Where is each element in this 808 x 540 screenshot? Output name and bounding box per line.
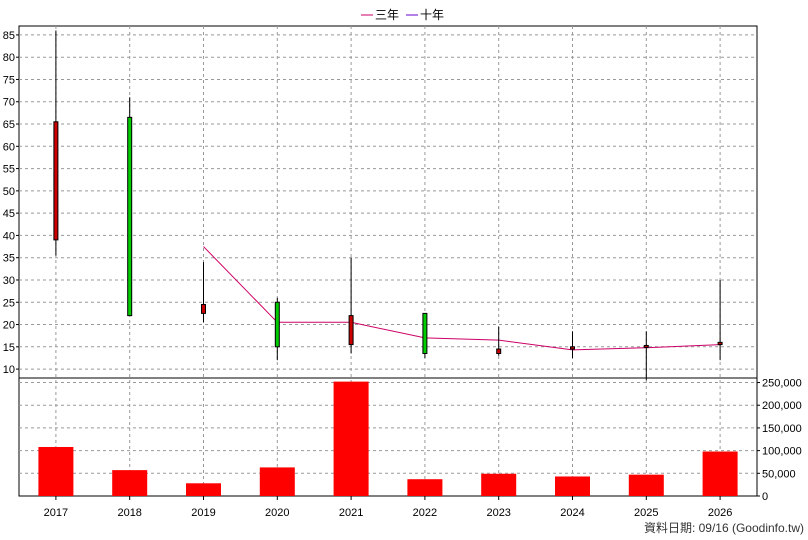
volume-bars	[38, 381, 738, 496]
volume-bar	[555, 476, 590, 496]
candle-body	[53, 121, 59, 241]
volume-bar	[186, 483, 221, 496]
volume-bar	[333, 381, 369, 496]
price-tick-label: 50	[3, 186, 15, 198]
candle-body	[643, 344, 649, 348]
x-tick-label: 2018	[117, 507, 141, 519]
volume-tick-label: 150,000	[762, 423, 802, 435]
price-tick-label: 30	[3, 275, 15, 287]
price-tick-label: 75	[3, 74, 15, 86]
grid	[19, 26, 757, 496]
price-tick-label: 40	[3, 230, 15, 242]
price-tick-label: 65	[3, 119, 15, 131]
price-tick-label: 60	[3, 141, 15, 153]
x-tick-label: 2024	[560, 507, 584, 519]
candle-body	[496, 348, 502, 354]
price-axis-ticks: 10 15 20 25 30 35 40 45 50 55 60 65 70 75 80 85	[3, 30, 19, 376]
x-tick-label: 2023	[486, 507, 510, 519]
volume-axis-ticks: 0 50,000 100,000 150,000 200,000 250,000	[757, 378, 802, 503]
volume-tick-label: 100,000	[762, 446, 802, 458]
plot-frame	[18, 25, 758, 497]
candlesticks	[53, 30, 723, 381]
candle-body	[201, 303, 206, 314]
volume-bar	[481, 473, 517, 496]
volume-tick-label: 200,000	[762, 400, 802, 412]
volume-tick-label: 50,000	[762, 468, 796, 480]
candle-body	[274, 301, 280, 348]
price-tick-label: 85	[3, 30, 15, 42]
candle-body	[127, 116, 133, 317]
candle-body	[422, 312, 428, 354]
price-tick-label: 25	[3, 297, 15, 309]
x-tick-label: 2025	[634, 507, 658, 519]
price-tick-label: 10	[3, 364, 15, 376]
volume-bar	[702, 451, 738, 496]
legend: 三年 十年	[361, 8, 444, 22]
volume-panel-frame	[18, 377, 758, 497]
x-tick-label: 2019	[191, 507, 215, 519]
volume-bar	[38, 446, 74, 496]
volume-bar	[407, 479, 443, 496]
x-tick-label: 2022	[413, 507, 437, 519]
x-tick-label: 2017	[44, 507, 68, 519]
price-tick-label: 15	[3, 342, 15, 354]
volume-tick-label: 250,000	[762, 378, 802, 390]
x-tick-label: 2026	[708, 507, 732, 519]
x-tick-label: 2021	[339, 507, 363, 519]
price-tick-label: 20	[3, 320, 15, 332]
candle-body	[348, 315, 354, 346]
three-year-average-line	[203, 246, 721, 351]
x-tick-label: 2020	[265, 507, 289, 519]
candle-body	[717, 341, 723, 346]
footer-source: 資料日期: 09/16 (Goodinfo.tw)	[644, 521, 804, 535]
price-tick-label: 70	[3, 97, 15, 109]
volume-tick-label: 0	[762, 491, 768, 503]
three-year-average-polyline	[203, 246, 721, 351]
volume-bar	[259, 467, 295, 496]
volume-bar	[112, 470, 148, 496]
legend-label-three-year: 三年	[375, 8, 399, 22]
price-tick-label: 45	[3, 208, 15, 220]
x-axis-ticks: 2017 2018 2019 2020 2021 2022 2023 2024 2025 2026	[44, 496, 732, 519]
volume-bar	[628, 474, 664, 496]
candle-body	[570, 346, 575, 350]
legend-label-ten-year: 十年	[420, 8, 444, 22]
price-tick-label: 80	[3, 52, 15, 64]
price-tick-label: 55	[3, 164, 15, 176]
price-tick-label: 35	[3, 253, 15, 265]
